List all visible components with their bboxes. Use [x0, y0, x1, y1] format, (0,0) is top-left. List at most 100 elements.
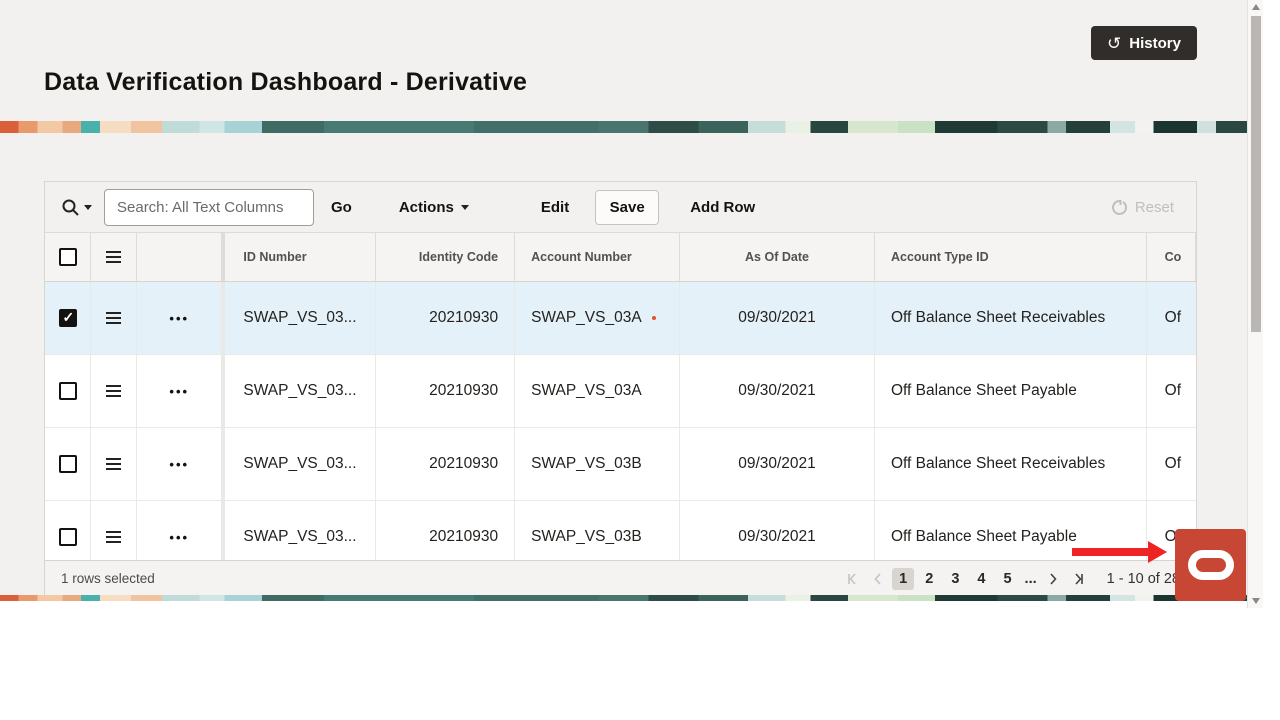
cell-account-type-id[interactable]: Off Balance Sheet Payable — [875, 501, 1147, 562]
history-button-label: History — [1129, 34, 1181, 52]
cell-as-of-date[interactable]: 09/30/2021 — [680, 501, 875, 562]
history-button[interactable]: ↺ History — [1091, 26, 1197, 60]
cell-co-truncated[interactable]: Of — [1164, 309, 1182, 326]
next-page-button[interactable] — [1043, 570, 1063, 588]
row-checkbox[interactable] — [58, 382, 77, 400]
reset-button[interactable]: Reset — [1105, 199, 1180, 216]
cell-account-type-id[interactable]: Off Balance Sheet Payable — [875, 355, 1147, 427]
column-header-co-truncated[interactable]: Co — [1147, 233, 1196, 281]
cell-identity-code[interactable]: 20210930 — [376, 355, 516, 427]
row-actions-dots-icon[interactable]: ••• — [169, 383, 190, 399]
scroll-down-icon[interactable] — [1252, 598, 1260, 604]
table-row: ••• SWAP_VS_03... 20210930 SWAP_VS_03A 0… — [45, 282, 1196, 355]
oracle-logo-icon — [1187, 550, 1234, 580]
row-checkbox[interactable] — [58, 309, 77, 327]
cell-account-number[interactable]: SWAP_VS_03B — [515, 428, 681, 500]
row-checkbox[interactable] — [58, 455, 77, 473]
grid-menu-icon[interactable] — [106, 248, 122, 266]
page-button-4[interactable]: 4 — [970, 568, 992, 590]
actions-menu-button[interactable]: Actions — [399, 199, 469, 216]
table-row: ••• SWAP_VS_03... 20210930 SWAP_VS_03A 0… — [45, 355, 1196, 428]
row-actions-cell: ••• — [137, 282, 226, 354]
cell-account-type-id[interactable]: Off Balance Sheet Receivables — [875, 428, 1147, 500]
row-actions-cell: ••• — [137, 428, 226, 500]
row-menu-icon[interactable] — [106, 528, 122, 546]
row-menu-icon[interactable] — [106, 309, 122, 327]
cell-id-number[interactable]: SWAP_VS_03... — [225, 355, 376, 427]
reset-icon — [1111, 199, 1127, 215]
cell-as-of-date[interactable]: 09/30/2021 — [680, 282, 875, 354]
cell-identity-code[interactable]: 20210930 — [376, 501, 516, 562]
row-actions-dots-icon[interactable]: ••• — [169, 456, 190, 472]
grid-footer: 1 rows selected 1 2 3 4 5 — [45, 560, 1196, 596]
cell-account-number[interactable]: SWAP_VS_03A — [515, 355, 681, 427]
oracle-assistant-button[interactable] — [1175, 529, 1246, 601]
row-actions-dots-icon[interactable]: ••• — [169, 310, 190, 326]
history-icon: ↺ — [1107, 33, 1122, 53]
next-page-icon — [1050, 572, 1057, 585]
column-header-identity-code[interactable]: Identity Code — [376, 233, 516, 281]
column-header-account-number[interactable]: Account Number — [515, 233, 681, 281]
cell-co-truncated[interactable]: Of — [1164, 382, 1182, 399]
last-page-button[interactable] — [1067, 570, 1089, 588]
search-column-selector[interactable] — [61, 198, 92, 217]
page-button-2[interactable]: 2 — [918, 568, 940, 590]
cell-account-type-id[interactable]: Off Balance Sheet Receivables — [875, 282, 1147, 354]
actions-label: Actions — [398, 198, 454, 216]
column-header-id-number[interactable]: ID Number — [225, 233, 376, 281]
previous-page-button[interactable] — [868, 570, 888, 588]
row-menu-cell — [91, 282, 138, 354]
cell-as-of-date[interactable]: 09/30/2021 — [680, 355, 875, 427]
account-number-value: SWAP_VS_03A — [531, 309, 642, 326]
header-menu-cell — [91, 233, 138, 281]
table-row: ••• SWAP_VS_03... 20210930 SWAP_VS_03B 0… — [45, 501, 1196, 562]
cell-id-number[interactable]: SWAP_VS_03... — [225, 282, 376, 354]
select-all-checkbox[interactable] — [58, 248, 77, 266]
row-actions-cell: ••• — [137, 501, 226, 562]
cell-identity-code[interactable]: 20210930 — [376, 282, 516, 354]
column-header-as-of-date[interactable]: As Of Date — [680, 233, 875, 281]
decorative-banner — [0, 121, 1247, 133]
row-select-cell — [45, 355, 92, 427]
add-row-button[interactable]: Add Row — [690, 198, 756, 216]
row-checkbox[interactable] — [58, 528, 77, 546]
cell-account-number[interactable]: SWAP_VS_03A — [515, 282, 681, 354]
cell-co-truncated[interactable]: Of — [1164, 455, 1182, 472]
cell-id-number[interactable]: SWAP_VS_03... — [225, 428, 376, 500]
row-select-cell — [45, 428, 92, 500]
page-button-3[interactable]: 3 — [944, 568, 966, 590]
row-menu-cell — [91, 355, 138, 427]
header-actions-cell — [137, 233, 226, 281]
save-button[interactable]: Save — [595, 189, 660, 225]
page-button-1[interactable]: 1 — [892, 567, 915, 590]
last-page-icon — [1075, 572, 1083, 585]
scrollbar-thumb[interactable] — [1251, 16, 1261, 332]
row-select-cell — [45, 282, 92, 354]
scroll-up-icon[interactable] — [1252, 4, 1260, 10]
cell-id-number[interactable]: SWAP_VS_03... — [225, 501, 376, 562]
row-menu-icon[interactable] — [106, 382, 122, 400]
selection-status: 1 rows selected — [61, 571, 155, 586]
row-menu-icon[interactable] — [106, 455, 122, 473]
pagination: 1 2 3 4 5 ... 1 - 10 of 28 — [842, 567, 1180, 590]
cell-account-number[interactable]: SWAP_VS_03B — [515, 501, 681, 562]
account-number-value: SWAP_VS_03B — [531, 455, 642, 472]
edit-button[interactable]: Edit — [540, 198, 570, 216]
first-page-button[interactable] — [842, 570, 864, 588]
column-header-account-type-id[interactable]: Account Type ID — [875, 233, 1147, 281]
search-caret-down-icon — [84, 204, 92, 210]
row-select-cell — [45, 501, 92, 562]
vertical-scrollbar[interactable] — [1247, 0, 1263, 608]
page-button-5[interactable]: 5 — [996, 568, 1018, 590]
table-row: ••• SWAP_VS_03... 20210930 SWAP_VS_03B 0… — [45, 428, 1196, 501]
decorative-banner-bottom — [0, 595, 1247, 601]
cell-identity-code[interactable]: 20210930 — [376, 428, 516, 500]
row-actions-dots-icon[interactable]: ••• — [169, 529, 190, 545]
go-button[interactable]: Go — [331, 198, 352, 216]
row-menu-cell — [91, 501, 138, 562]
cell-as-of-date[interactable]: 09/30/2021 — [680, 428, 875, 500]
row-menu-cell — [91, 428, 138, 500]
search-icon — [62, 199, 79, 216]
row-range-label: 1 - 10 of 28 — [1106, 570, 1180, 587]
search-input[interactable] — [104, 188, 314, 226]
